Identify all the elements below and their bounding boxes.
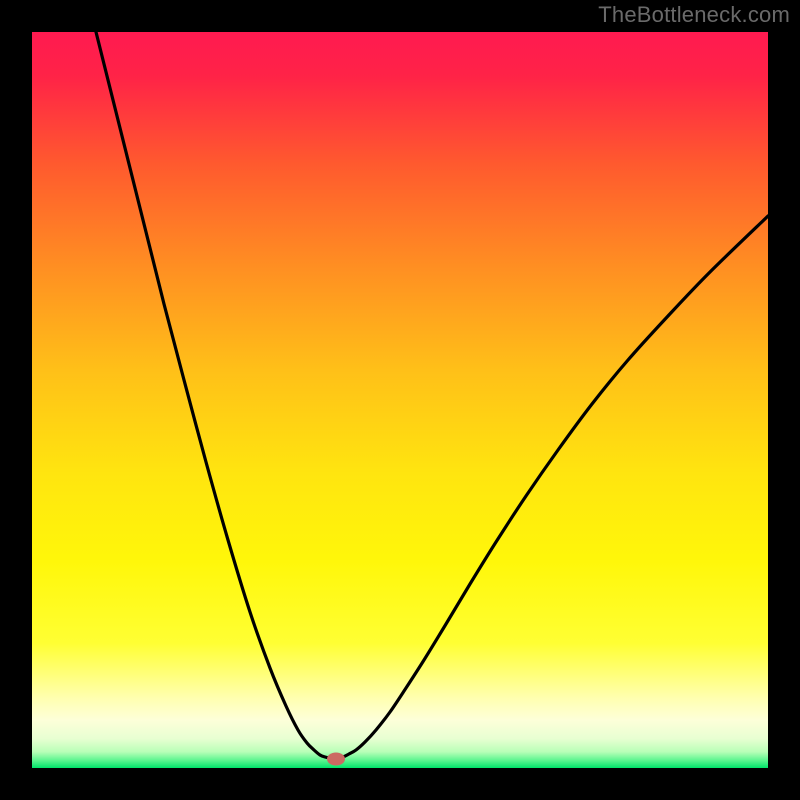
- chart-frame: TheBottleneck.com: [0, 0, 800, 800]
- watermark-text: TheBottleneck.com: [598, 2, 790, 28]
- minimum-marker: [32, 32, 768, 768]
- plot-area: [32, 32, 768, 768]
